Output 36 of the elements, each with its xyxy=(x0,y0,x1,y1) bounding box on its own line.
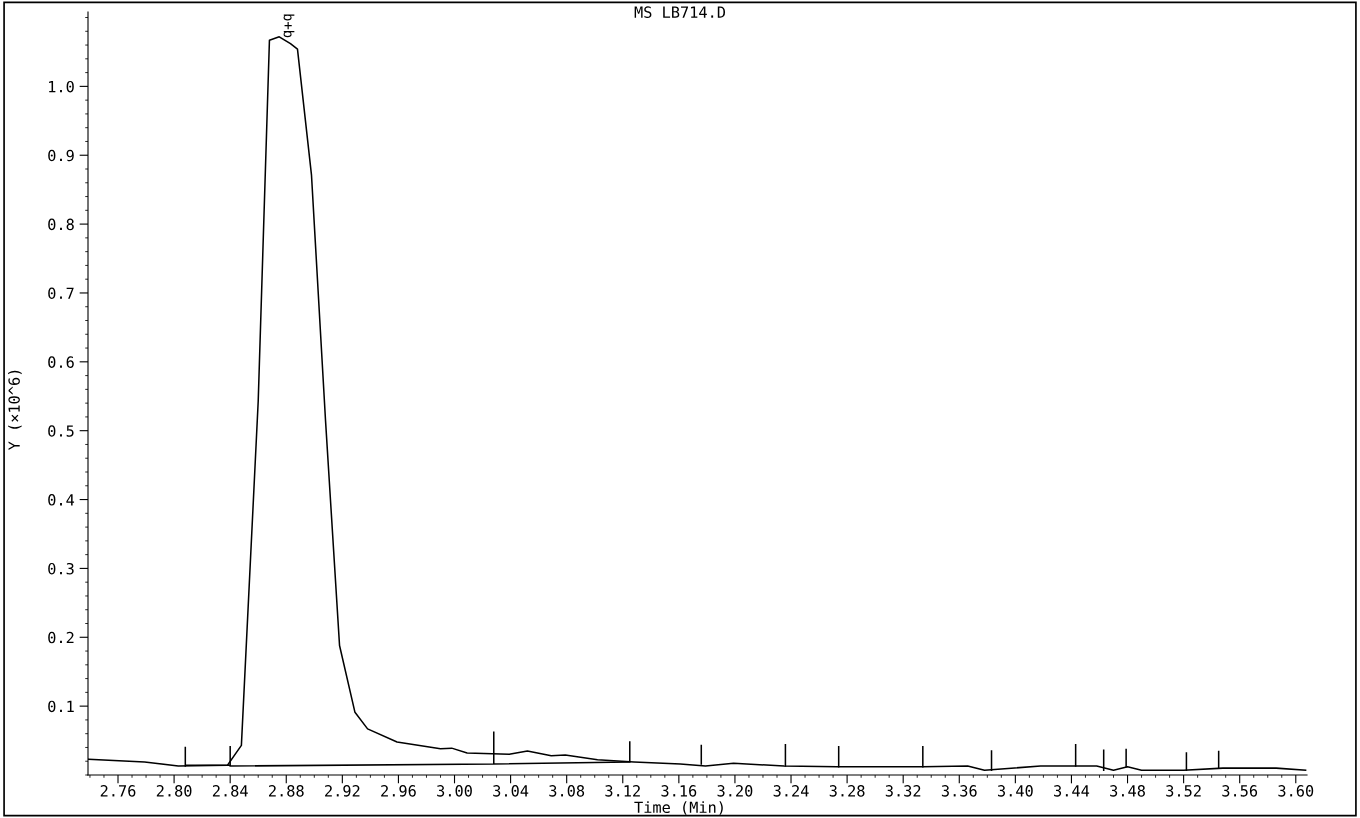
y-tick-label: 0.7 xyxy=(48,287,74,300)
y-axis-title: Y (×10^6) xyxy=(8,370,22,451)
x-tick-label: 3.44 xyxy=(1054,785,1090,797)
x-tick-label: 3.00 xyxy=(437,785,472,797)
x-tick-label: 2.84 xyxy=(212,785,248,797)
annotation: b+b xyxy=(283,14,295,38)
x-axis-title: Time (Min) xyxy=(634,801,723,815)
x-tick-label: 3.12 xyxy=(605,785,640,797)
y-tick-label: 0.4 xyxy=(48,494,75,506)
y-tick-label: 0.6 xyxy=(48,356,74,368)
x-tick-label: 2.80 xyxy=(156,785,192,797)
y-tick-label: 0.1 xyxy=(48,700,74,713)
x-tick-label: 3.40 xyxy=(997,785,1033,797)
y-tick-label: 0.9 xyxy=(48,149,74,162)
x-tick-label: 2.96 xyxy=(381,785,416,797)
y-tick-label: 0.3 xyxy=(48,562,74,575)
y-tick-label: 0.8 xyxy=(48,218,74,231)
x-tick-label: 3.20 xyxy=(717,785,753,797)
x-tick-label: 3.24 xyxy=(773,785,809,797)
x-tick-label: 3.52 xyxy=(1166,785,1201,797)
x-tick-label: 3.28 xyxy=(829,785,865,797)
x-tick-label: 3.36 xyxy=(941,785,977,797)
x-tick-label: 3.08 xyxy=(549,785,585,797)
chart-title: MS LB714.D xyxy=(634,6,726,18)
y-tick-label: 0.2 xyxy=(48,631,74,644)
x-tick-label: 2.92 xyxy=(325,785,360,797)
x-tick-label: 3.16 xyxy=(661,785,697,797)
x-tick-label: 2.88 xyxy=(269,785,304,797)
y-tick-label: 1.0 xyxy=(49,80,74,93)
y-tick-label: 0.5 xyxy=(48,425,74,437)
x-tick-label: 3.48 xyxy=(1110,785,1145,797)
x-tick-label: 3.56 xyxy=(1222,785,1258,797)
x-tick-label: 3.32 xyxy=(885,785,921,797)
x-tick-label: 3.60 xyxy=(1278,785,1314,797)
x-tick-label: 2.76 xyxy=(100,785,136,797)
x-tick-label: 3.04 xyxy=(493,785,529,797)
